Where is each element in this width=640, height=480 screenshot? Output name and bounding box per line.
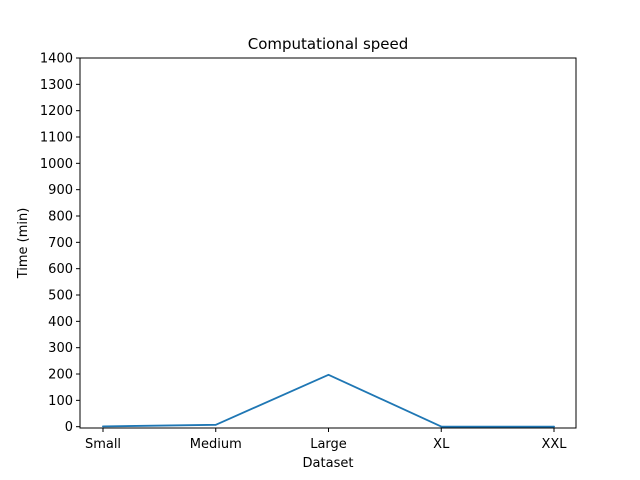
data-point-xxl: [553, 425, 555, 428]
y-tick-label: 200: [48, 368, 73, 383]
y-tick-label: 800: [48, 210, 73, 225]
chart-title: Computational speed: [248, 35, 409, 53]
y-tick-label: 300: [48, 341, 73, 356]
x-tick-label: Large: [310, 437, 347, 452]
y-tick-label: 1200: [40, 104, 73, 119]
data-point-xl: [440, 425, 443, 428]
y-tick-label: 100: [48, 394, 73, 409]
data-point-large: [327, 374, 330, 376]
x-tick-label: Medium: [190, 437, 242, 452]
plot-area-frame: [79, 57, 577, 429]
x-tick-label: XL: [433, 437, 450, 452]
y-tick-label: 1400: [40, 52, 73, 67]
y-axis-ticks: 0 100 200 300 400 500 600 700 800 900 1000 1100 1200…: [40, 52, 80, 435]
y-tick-label: 700: [48, 236, 73, 251]
y-tick-label: 1300: [40, 78, 73, 93]
data-point-medium: [214, 424, 217, 426]
y-tick-label: 0: [65, 420, 73, 435]
x-tick-label: Small: [85, 437, 121, 452]
x-axis-ticks: Small Medium Large XL XXL: [85, 428, 567, 452]
y-tick-label: 1100: [40, 131, 73, 146]
data-point-small: [102, 425, 104, 428]
y-tick-label: 600: [48, 262, 73, 277]
x-axis-label: Dataset: [303, 456, 354, 471]
y-tick-label: 900: [48, 183, 73, 198]
y-tick-label: 500: [48, 289, 73, 304]
y-axis-label: Time (min): [16, 208, 31, 280]
series-layer: [102, 373, 555, 428]
y-tick-label: 1000: [40, 157, 73, 172]
x-tick-label: XXL: [541, 437, 567, 452]
y-tick-label: 400: [48, 315, 73, 330]
